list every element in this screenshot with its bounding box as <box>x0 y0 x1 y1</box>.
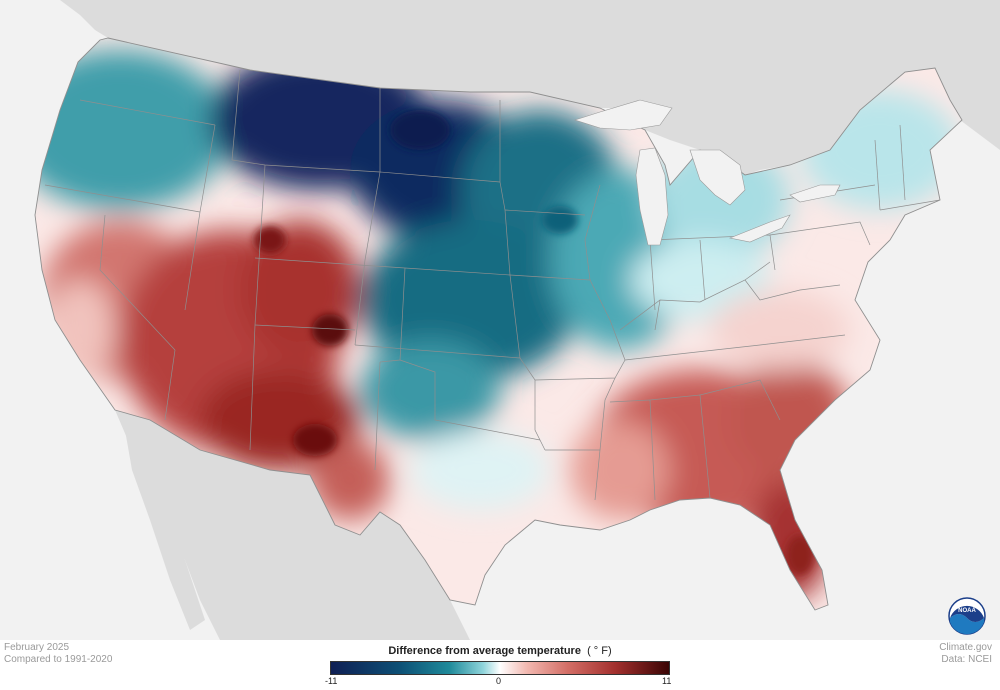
temperature-anomaly-map: NOAA <box>34 0 1000 640</box>
mexico-landmass <box>115 410 470 640</box>
baja-peninsula <box>125 430 205 630</box>
legend-unit: ( ° F) <box>587 645 612 657</box>
data-source-label: Data: NCEI <box>941 654 992 665</box>
legend-title-text: Difference from average temperature <box>388 645 581 657</box>
baseline-label: Compared to 1991-2020 <box>4 654 113 665</box>
map-area: NOAA <box>34 0 1000 640</box>
state-borders <box>34 37 963 611</box>
lake-erie <box>728 214 791 243</box>
legend-max-label: 11 <box>662 676 672 686</box>
lake-ontario <box>789 184 841 203</box>
period-label: February 2025 <box>4 642 70 653</box>
legend-color-bar <box>330 661 670 675</box>
lake-michigan <box>635 147 669 246</box>
credit-label: Climate.gov <box>939 642 992 653</box>
noaa-logo-icon: NOAA <box>948 597 986 635</box>
color-legend: Difference from average temperature ( ° … <box>325 644 672 688</box>
legend-title: Difference from average temperature ( ° … <box>330 645 670 657</box>
lake-huron <box>689 149 746 206</box>
lake-superior <box>574 99 673 131</box>
footer: February 2025 Compared to 1991-2020 Diff… <box>0 640 1000 690</box>
canada-landmass <box>60 0 1000 175</box>
great-lakes <box>574 99 841 246</box>
legend-mid-label: 0 <box>496 676 502 686</box>
noaa-logo-text: NOAA <box>958 608 976 614</box>
legend-min-label: -11 <box>325 676 338 686</box>
